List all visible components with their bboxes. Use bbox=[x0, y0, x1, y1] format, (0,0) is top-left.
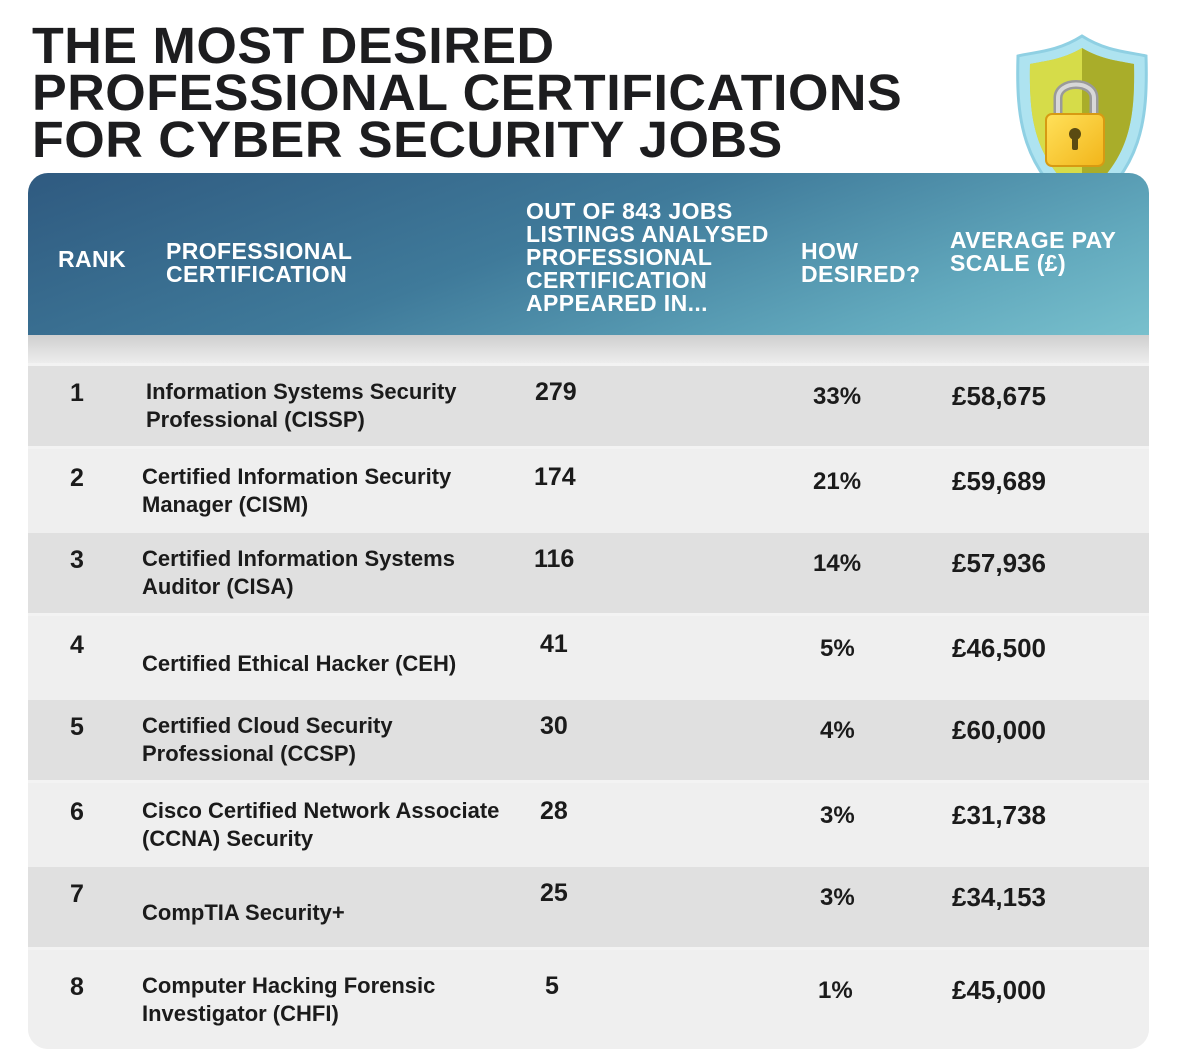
how-desired-cell: 3% bbox=[820, 884, 855, 911]
header-certification: PROFESSIONAL CERTIFICATION bbox=[166, 238, 352, 287]
how-desired-cell: 14% bbox=[813, 550, 862, 577]
certification-cell: Certified Information Systems Auditor (C… bbox=[142, 546, 455, 599]
rank-cell: 7 bbox=[70, 880, 84, 908]
jobs-count-cell: 174 bbox=[534, 463, 576, 491]
certification-cell: Computer Hacking Forensic Investigator (… bbox=[142, 972, 436, 1026]
header-jobs: OUT OF 843 JOBS LISTINGS ANALYSED PROFES… bbox=[526, 198, 769, 316]
average-pay-cell: £45,000 bbox=[952, 974, 1046, 1005]
table-row: 4 Certified Ethical Hacker (CEH) 41 5% £46,5… bbox=[28, 616, 1149, 700]
average-pay-cell: £57,936 bbox=[952, 548, 1046, 578]
table-row: 7 CompTIA Security+ 25 3% £34,153 bbox=[28, 867, 1149, 947]
certification-cell: Cisco Certified Network Associate (CCNA)… bbox=[142, 798, 500, 851]
title-line-2: PROFESSIONAL CERTIFICATIONS bbox=[32, 64, 903, 121]
rank-cell: 2 bbox=[70, 464, 84, 492]
average-pay-cell: £46,500 bbox=[952, 633, 1046, 663]
average-pay-cell: £60,000 bbox=[952, 715, 1046, 745]
how-desired-cell: 4% bbox=[820, 717, 855, 744]
certification-cell: Information Systems Security Professiona… bbox=[146, 379, 457, 432]
jobs-count-cell: 30 bbox=[540, 712, 568, 740]
how-desired-cell: 1% bbox=[818, 976, 853, 1004]
page-title: THE MOST DESIRED PROFESSIONAL CERTIFICAT… bbox=[32, 20, 1022, 165]
certifications-table: RANK PROFESSIONAL CERTIFICATION OUT OF 8… bbox=[28, 173, 1149, 1049]
header-divider bbox=[28, 335, 1149, 363]
table-header: RANK PROFESSIONAL CERTIFICATION OUT OF 8… bbox=[28, 173, 1149, 335]
title-line-1: THE MOST DESIRED bbox=[32, 17, 555, 74]
certification-cell: CompTIA Security+ bbox=[142, 900, 345, 925]
rank-cell: 3 bbox=[70, 546, 84, 574]
how-desired-cell: 21% bbox=[813, 468, 862, 495]
header-average-pay: AVERAGE PAY SCALE (£) bbox=[950, 227, 1116, 276]
jobs-count-cell: 28 bbox=[540, 797, 568, 825]
how-desired-cell: 5% bbox=[820, 635, 855, 662]
padlock-shield-icon bbox=[1016, 34, 1148, 216]
average-pay-cell: £31,738 bbox=[952, 800, 1046, 830]
jobs-count-cell: 116 bbox=[534, 545, 575, 573]
certification-cell: Certified Information Security Manager (… bbox=[142, 464, 452, 517]
rank-cell: 6 bbox=[70, 798, 84, 826]
table-row: 3 Certified Information Systems Auditor (… bbox=[28, 533, 1149, 613]
certification-cell: Certified Ethical Hacker (CEH) bbox=[142, 651, 457, 676]
average-pay-cell: £58,675 bbox=[952, 381, 1046, 411]
rank-cell: 1 bbox=[70, 379, 84, 407]
jobs-count-cell: 25 bbox=[540, 879, 568, 907]
rank-cell: 8 bbox=[70, 972, 84, 1001]
table-row: 8 Computer Hacking Forensic Investigator … bbox=[28, 950, 1149, 1049]
certification-cell: Certified Cloud Security Professional (C… bbox=[142, 713, 393, 766]
jobs-count-cell: 279 bbox=[535, 378, 577, 406]
table-row: 5 Certified Cloud Security Professional (… bbox=[28, 700, 1149, 780]
rank-cell: 5 bbox=[70, 713, 84, 741]
header-rank: RANK bbox=[58, 246, 127, 272]
table-row: 1 Information Systems Security Profession… bbox=[28, 366, 1149, 446]
jobs-count-cell: 41 bbox=[540, 630, 568, 658]
average-pay-cell: £34,153 bbox=[952, 882, 1046, 912]
rank-cell: 4 bbox=[70, 631, 84, 659]
table-row: 6 Cisco Certified Network Associate (CCNA… bbox=[28, 783, 1149, 867]
table-row: 2 Certified Information Security Manager … bbox=[28, 449, 1149, 533]
average-pay-cell: £59,689 bbox=[952, 466, 1046, 496]
header-how-desired: HOW DESIRED? bbox=[801, 238, 921, 287]
title-line-3: FOR CYBER SECURITY JOBS bbox=[32, 111, 783, 168]
how-desired-cell: 3% bbox=[820, 802, 855, 829]
how-desired-cell: 33% bbox=[813, 383, 862, 410]
jobs-count-cell: 5 bbox=[545, 971, 559, 1000]
